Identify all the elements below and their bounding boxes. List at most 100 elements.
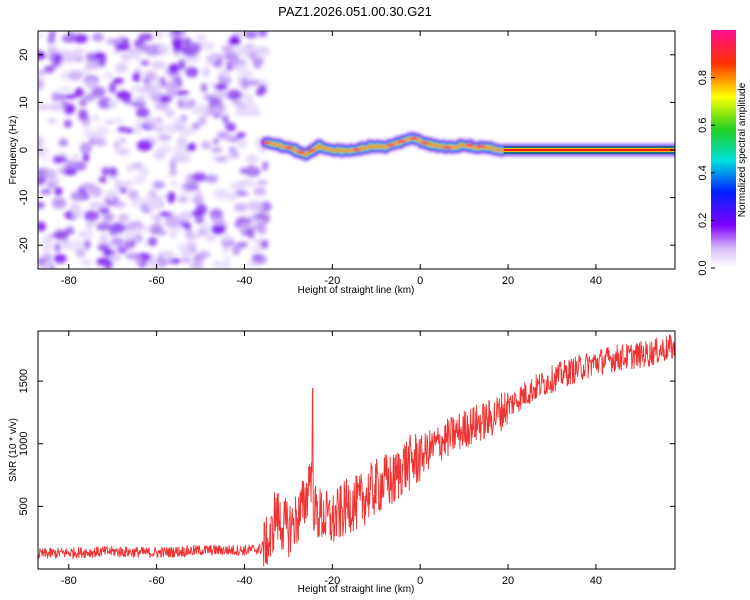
noise-blob [91,33,105,42]
x-tick-label: -60 [149,275,165,287]
noise-blob [202,222,210,233]
noise-blob [38,135,45,147]
noise-blob [250,224,260,231]
noise-blob [56,156,68,163]
noise-blob [98,176,107,183]
noise-blob [79,258,93,267]
colorbar-ticks: 0.0 0.2 0.4 0.6 0.8 [697,70,715,276]
x-tick-label: 20 [502,575,514,587]
y-tick-label: 500 [18,497,30,515]
noise-blob [205,174,219,184]
noise-blob [90,114,100,122]
noise-blob [186,142,197,149]
snr-x-label: Height of straight line (km) [298,584,415,595]
noise-speckle [38,31,272,269]
noise-blob [233,203,248,212]
noise-blob [154,230,168,236]
noise-blob [75,248,86,258]
noise-blob [171,118,187,128]
spectrogram-y-ticks: 20 10 0 -10 -20 [18,49,675,253]
noise-blob [140,60,150,66]
noise-blob [255,46,268,57]
noise-blob [181,256,192,264]
noise-blob [83,93,96,102]
noise-blob [159,95,172,104]
noise-blob [112,77,124,85]
noise-blob [47,118,58,125]
noise-blob [133,94,148,102]
noise-blob [151,95,161,101]
noise-blob [134,256,143,265]
noise-blob [105,189,117,201]
noise-blob [78,98,87,107]
noise-blob [228,146,237,153]
noise-blob [103,259,113,269]
noise-blob [242,69,254,79]
noise-blob [51,95,65,101]
tone-band-core [503,148,675,152]
noise-blob [167,126,177,135]
noise-blob [119,187,127,194]
noise-blob [51,177,60,185]
noise-blob [236,132,246,139]
snr-y-ticks: 500 1000 1500 [18,369,675,516]
noise-blob [131,85,142,92]
noise-blob [221,45,235,53]
noise-blob [222,69,229,80]
signal-peak [409,136,418,140]
noise-blob [197,250,211,259]
noise-blob [194,215,205,224]
noise-blob [177,195,189,203]
x-tick-label: -80 [61,575,77,587]
noise-blob [63,93,77,100]
noise-blob [172,145,188,158]
noise-blob [40,188,52,195]
noise-blob [222,115,229,123]
colorbar-label: Normalized spectral amplitude [737,82,748,217]
noise-blob [234,45,251,58]
spectrogram-heatmap [38,31,675,269]
noise-blob [212,260,222,268]
y-tick-label: -20 [18,237,30,253]
noise-blob [87,227,94,240]
noise-blob [134,123,143,135]
noise-blob [257,224,267,235]
noise-blob [108,82,117,94]
noise-blob [102,72,115,79]
noise-blob [110,252,121,263]
x-tick-label: -20 [324,575,340,587]
noise-blob [73,33,88,44]
spectrogram-x-ticks: -80 -60 -40 -20 0 20 40 [61,31,602,287]
noise-blob [205,235,217,242]
noise-blob [49,103,65,112]
noise-blob [158,134,171,142]
noise-blob [81,118,90,127]
noise-blob [72,153,80,161]
noise-blob [247,227,255,240]
noise-blob [253,187,267,196]
noise-blob [98,208,111,214]
noise-blob [198,116,207,126]
colorbar-tick-label: 0.2 [697,213,709,228]
signal-peak [477,144,486,148]
noise-blob [38,103,52,111]
y-tick-label: 1500 [18,369,30,393]
noise-blob [60,243,76,250]
noise-blob [154,216,162,223]
noise-blob [157,43,171,54]
noise-blob [85,222,93,229]
noise-blob [42,155,49,162]
noise-blob [135,107,150,118]
noise-blob [115,147,130,156]
noise-blob [230,60,238,70]
snr-y-label: SNR (10 * v/v) [8,418,19,482]
noise-blob [147,237,158,247]
signal-peak [443,146,452,150]
noise-blob [101,166,110,177]
noise-blob [155,101,170,111]
noise-blob [145,117,157,127]
noise-blob [112,201,126,208]
noise-blob [252,106,260,116]
noise-blob [164,215,180,228]
